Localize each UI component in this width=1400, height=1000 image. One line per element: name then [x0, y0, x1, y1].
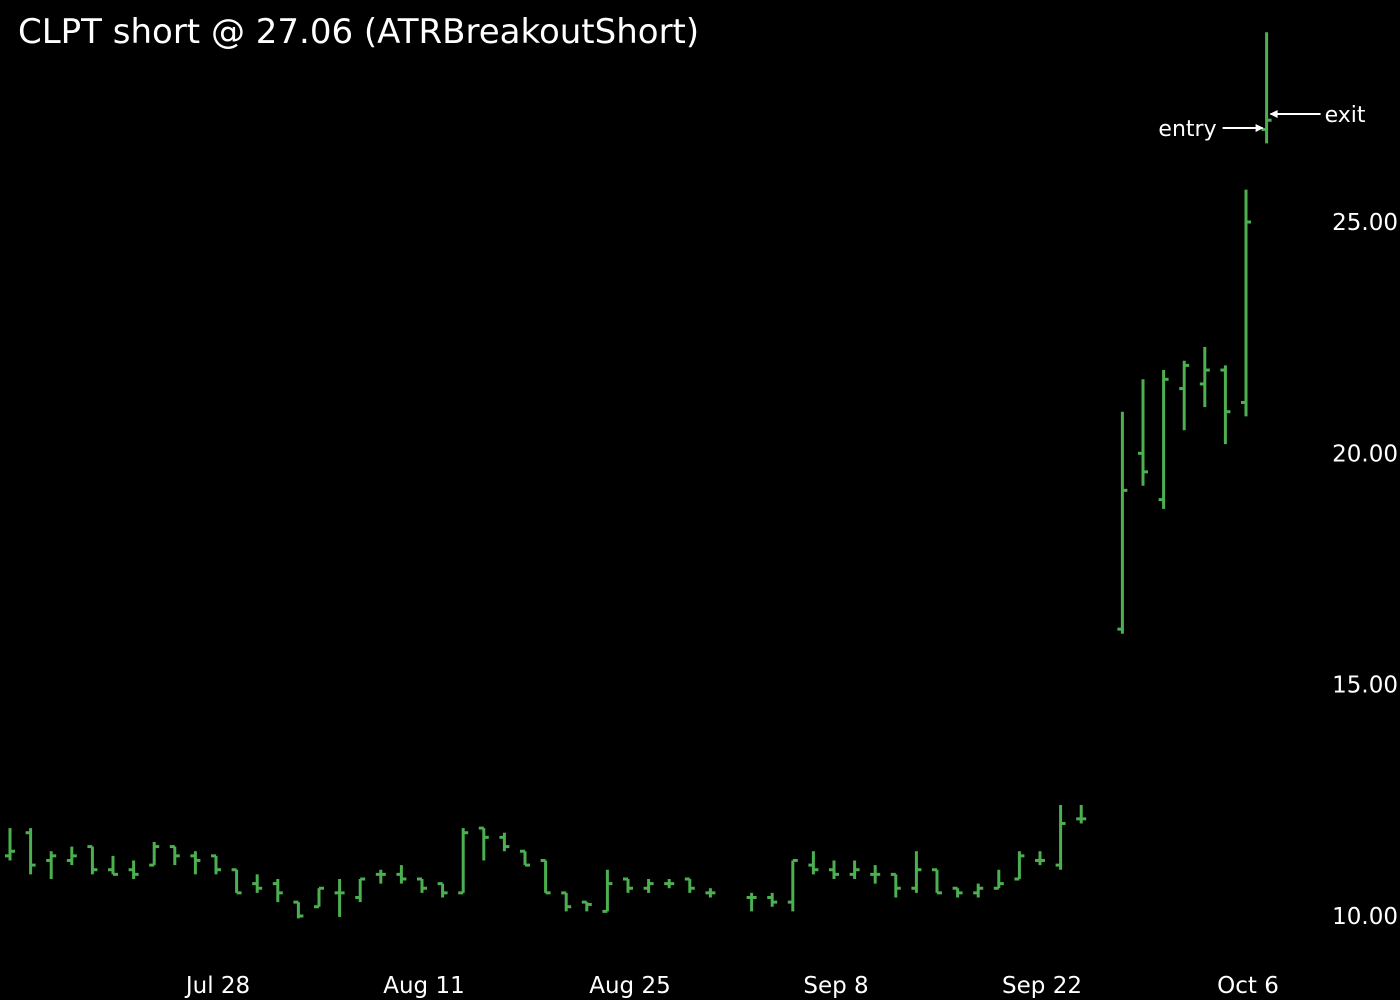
ohlc-bar — [1138, 379, 1148, 486]
ohlc-bar — [46, 851, 57, 879]
ohlc-bar — [314, 886, 324, 909]
ohlc-bar — [602, 869, 613, 913]
trade-annotations: entry exit — [1158, 103, 1365, 142]
ohlc-bar — [1055, 804, 1066, 870]
ohlc-bar — [1158, 370, 1169, 509]
ohlc-bar — [1076, 804, 1087, 824]
ohlc-bar — [1014, 851, 1025, 881]
ohlc-bar — [890, 872, 901, 898]
entry-arrow-head — [1255, 124, 1264, 132]
ohlc-bar — [149, 841, 160, 867]
ohlc-bar — [293, 900, 304, 919]
entry-label: entry — [1158, 117, 1216, 142]
ohlc-bars — [5, 32, 1272, 919]
ohlc-bar — [581, 900, 592, 912]
ohlc-bar — [252, 874, 263, 893]
ohlc-bar — [66, 846, 77, 866]
ohlc-bar — [808, 851, 819, 875]
ohlc-bar — [1220, 365, 1231, 445]
ohlc-bar — [1241, 189, 1251, 417]
ohlc-bar — [458, 828, 469, 895]
x-tick-label: Sep 22 — [1002, 973, 1082, 999]
ohlc-bar — [520, 849, 530, 867]
ohlc-bar — [190, 851, 201, 875]
ohlc-bar — [87, 845, 98, 875]
ohlc-bar — [973, 883, 984, 898]
ohlc-bar — [911, 851, 922, 893]
chart-title: CLPT short @ 27.06 (ATRBreakoutShort) — [18, 12, 700, 52]
ohlc-bar — [169, 845, 180, 866]
ohlc-bar — [499, 832, 510, 852]
ohlc-bar — [952, 886, 963, 898]
ohlc-bar — [437, 882, 448, 898]
ohlc-bar — [396, 865, 407, 884]
ohlc-bar — [334, 878, 345, 917]
x-tick-label: Oct 6 — [1217, 973, 1279, 999]
ohlc-bar — [375, 869, 386, 884]
y-axis: 10.00 15.00 20.00 25.00 — [1332, 210, 1398, 930]
ohlc-bar — [5, 828, 15, 861]
ohlc-bar — [231, 868, 242, 895]
x-tick-label: Aug 11 — [383, 973, 465, 999]
ohlc-bar — [870, 865, 881, 884]
ohlc-bar — [829, 860, 839, 879]
ohlc-bar — [211, 854, 221, 875]
y-tick-label: 10.00 — [1332, 904, 1398, 930]
ohlc-bar — [25, 828, 36, 875]
ohlc-bar — [993, 869, 1004, 890]
ohlc-bar — [1199, 346, 1210, 408]
x-tick-label: Jul 28 — [184, 973, 250, 999]
x-axis: Jul 28 Aug 11 Aug 25 Sep 8 Sep 22 Oct 6 — [184, 973, 1279, 999]
exit-label: exit — [1325, 103, 1366, 128]
ohlc-bar — [1261, 32, 1272, 144]
ohlc-bar — [561, 891, 572, 912]
ohlc-bar — [932, 868, 942, 895]
ohlc-bar — [417, 877, 427, 893]
ohlc-bar — [1117, 411, 1128, 634]
ohlc-bar — [623, 877, 633, 893]
ohlc-bar — [787, 858, 798, 912]
ohlc-bar — [272, 878, 283, 903]
ohlc-bar — [746, 892, 757, 912]
ohlc-bar — [849, 860, 860, 879]
ohlc-bar — [355, 877, 366, 903]
y-tick-label: 15.00 — [1332, 673, 1398, 699]
ohlc-bar — [1035, 851, 1045, 866]
ohlc-bar — [540, 858, 551, 895]
ohlc-bar — [478, 826, 489, 861]
ohlc-bar — [128, 860, 139, 879]
ohlc-bar — [643, 878, 654, 893]
x-tick-label: Aug 25 — [589, 973, 671, 999]
x-tick-label: Sep 8 — [803, 973, 868, 999]
exit-arrow-head — [1269, 110, 1278, 118]
ohlc-bar — [767, 892, 778, 907]
ohlc-bar — [108, 855, 118, 876]
y-tick-label: 20.00 — [1332, 441, 1398, 467]
y-tick-label: 25.00 — [1332, 210, 1398, 236]
ohlc-bar — [1179, 360, 1190, 431]
ohlc-bar — [684, 877, 695, 893]
ohlc-bar — [664, 878, 675, 889]
ohlc-bar — [705, 888, 716, 898]
